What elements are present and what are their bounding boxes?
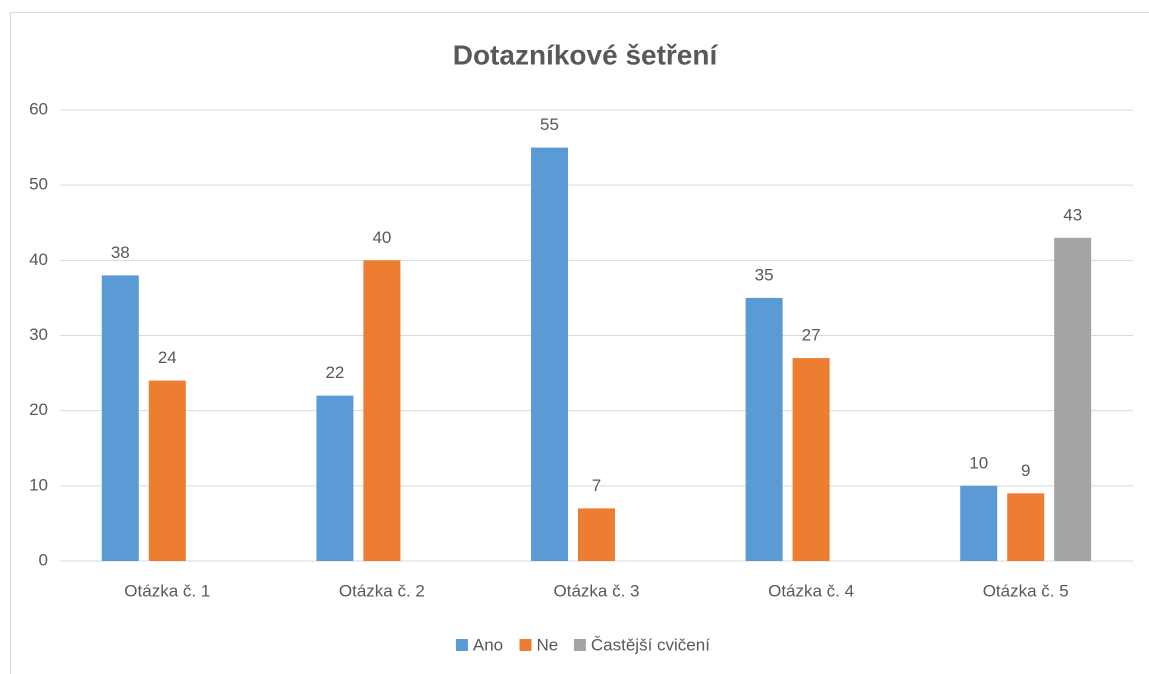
data-label: 24 (158, 348, 177, 367)
bar (1007, 493, 1045, 561)
data-label: 9 (1021, 461, 1030, 480)
data-label: 10 (969, 453, 988, 472)
y-tick-label: 10 (29, 475, 48, 494)
bar (960, 485, 998, 561)
y-tick-label: 40 (29, 250, 48, 269)
legend-swatch (519, 639, 532, 651)
data-label: 38 (111, 243, 130, 262)
y-tick-label: 60 (29, 99, 48, 118)
chart-frame (10, 12, 1149, 674)
data-label: 27 (802, 326, 821, 345)
x-tick-label: Otázka č. 4 (768, 581, 854, 600)
bar (1054, 237, 1092, 562)
bar (316, 395, 354, 561)
bar (792, 358, 830, 561)
data-label: 22 (325, 363, 344, 382)
x-tick-label: Otázka č. 1 (124, 581, 210, 600)
legend-swatch (573, 639, 586, 651)
bar (578, 508, 615, 561)
data-label: 7 (592, 476, 601, 495)
data-label: 40 (372, 228, 391, 247)
chart-title: Dotazníkové šetření (453, 39, 719, 70)
legend-label: Ne (537, 635, 559, 654)
data-label: 55 (540, 115, 559, 134)
data-label: 43 (1063, 205, 1082, 224)
bar (148, 380, 186, 561)
legend-label: Častější cvičení (591, 635, 710, 654)
y-tick-label: 50 (29, 175, 48, 194)
x-tick-label: Otázka č. 3 (554, 581, 640, 600)
y-tick-label: 30 (29, 325, 48, 344)
bar (745, 297, 783, 561)
y-tick-label: 20 (29, 400, 48, 419)
bar (531, 147, 568, 562)
bar (101, 275, 139, 561)
legend-label: Ano (473, 635, 503, 654)
legend-swatch (455, 639, 468, 651)
x-tick-label: Otázka č. 5 (983, 581, 1069, 600)
data-label: 35 (755, 265, 774, 284)
y-tick-label: 0 (39, 550, 48, 569)
bar (363, 260, 401, 561)
x-tick-label: Otázka č. 2 (339, 581, 425, 600)
